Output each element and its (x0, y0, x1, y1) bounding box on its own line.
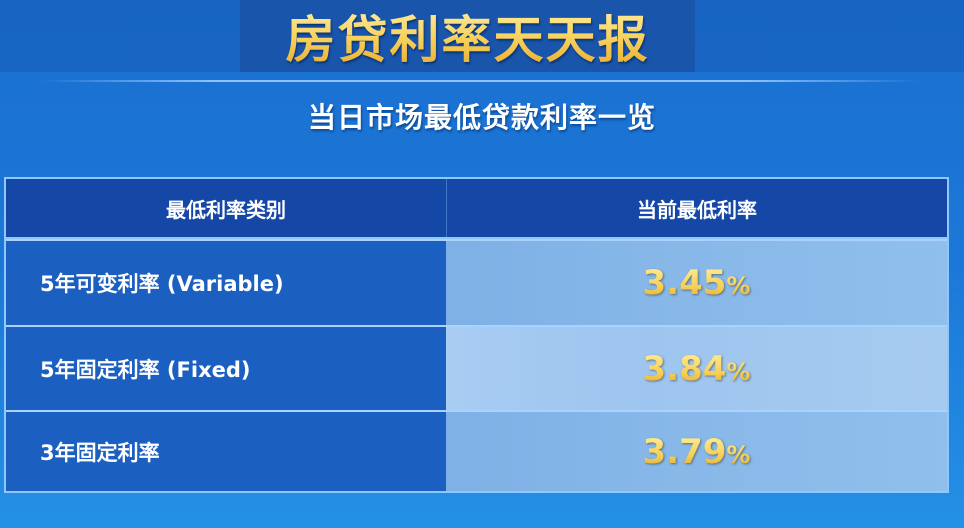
rates-table: 最低利率类别 当前最低利率 5年可变利率 (Variable) 3.45% 5年… (4, 177, 949, 493)
rate-category: 5年可变利率 (Variable) (6, 241, 446, 325)
rate-value-cell: 3.79% (446, 412, 947, 491)
table-row: 5年固定利率 (Fixed) 3.84% (6, 325, 947, 410)
divider (40, 80, 920, 82)
rate-value-cell: 3.84% (446, 327, 947, 410)
header-category: 最低利率类别 (6, 179, 447, 237)
rate-value: 3.45% (642, 263, 751, 303)
subtitle: 当日市场最低贷款利率一览 (307, 101, 656, 134)
table-header: 最低利率类别 当前最低利率 (6, 179, 947, 239)
title-banner: 房贷利率天天报 (240, 0, 695, 72)
rate-value: 3.84% (642, 348, 751, 389)
rate-value-cell: 3.45% (446, 241, 947, 325)
table-row: 3年固定利率 3.79% (6, 410, 947, 491)
page-title: 房贷利率天天报 (286, 0, 650, 72)
header-rate: 当前最低利率 (637, 197, 757, 222)
rate-category: 5年固定利率 (Fixed) (6, 327, 446, 410)
table-row: 5年可变利率 (Variable) 3.45% (6, 239, 947, 325)
rate-value: 3.79% (642, 431, 751, 472)
rate-category: 3年固定利率 (6, 412, 446, 491)
